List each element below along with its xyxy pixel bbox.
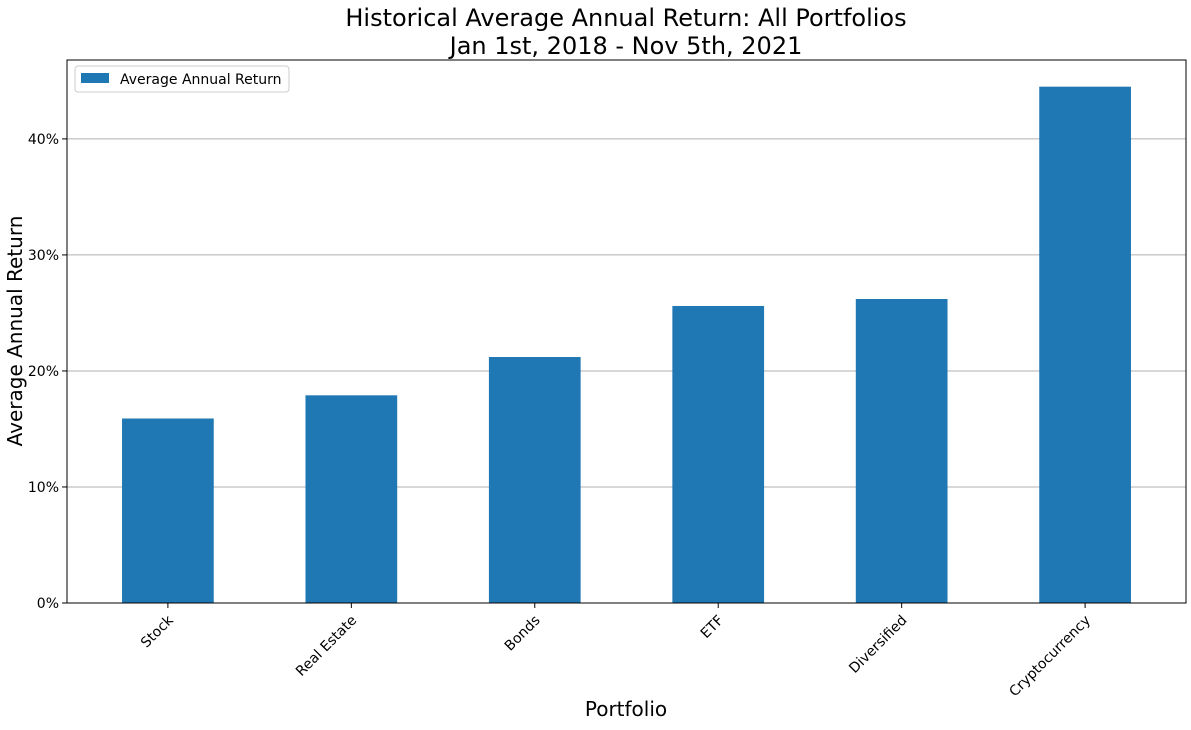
x-axis-ticks: Stock Real Estate Bonds ETF Diversified Crypt… [138, 603, 1094, 700]
y-tick-label: 30% [28, 248, 59, 264]
y-tick-label: 40% [28, 132, 59, 148]
y-tick-label: 0% [37, 596, 59, 612]
gridlines [67, 138, 1186, 488]
y-tick-label: 10% [28, 480, 59, 496]
bars [122, 86, 1131, 603]
legend: Average Annual Return [74, 65, 290, 93]
x-tick-label: ETF [698, 613, 727, 642]
bar-etf [672, 305, 765, 603]
x-tick-label: Real Estate [293, 613, 360, 680]
x-tick-label: Cryptocurrency [1006, 613, 1094, 701]
bar-bonds [488, 357, 581, 603]
plot-frame [66, 59, 1187, 604]
x-axis-label: Portfolio [585, 697, 667, 721]
y-axis-ticks: 0% 10% 20% 30% 40% [28, 132, 67, 612]
legend-label: Average Annual Return [120, 72, 282, 88]
legend-frame [74, 65, 290, 93]
x-tick-label: Bonds [502, 613, 544, 655]
y-axis-label: Average Annual Return [3, 216, 27, 447]
chart-title-line-2: Jan 1st, 2018 - Nov 5th, 2021 [448, 32, 803, 60]
bar-stock [122, 418, 214, 603]
y-tick-label: 20% [28, 364, 59, 380]
x-tick-label: Stock [138, 612, 177, 651]
bar-real-estate [305, 395, 398, 603]
legend-swatch [81, 73, 109, 83]
chart-title-line-1: Historical Average Annual Return: All Po… [345, 4, 906, 32]
bar-diversified [855, 299, 948, 603]
x-tick-label: Diversified [846, 613, 910, 677]
bar-cryptocurrency [1039, 86, 1131, 603]
